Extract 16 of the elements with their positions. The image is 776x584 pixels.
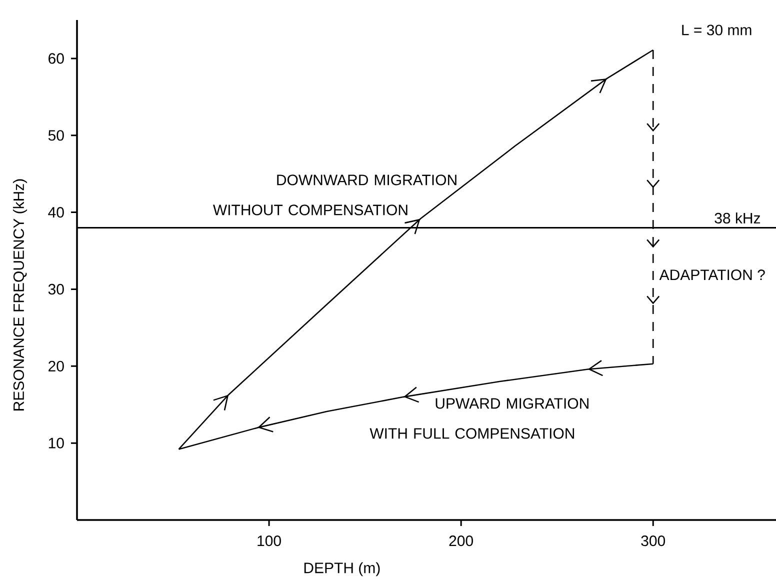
text: DOWNWARD MIGRATION WITHOUT COMPENSATION	[213, 174, 456, 216]
x-tick-label: 300	[641, 536, 666, 546]
series-label: ADAPTATION ?	[659, 270, 765, 280]
text: UPWARD MIGRATION WITH FULL COMPENSATION	[370, 398, 588, 439]
x-axis-title: DEPTH (m)	[304, 562, 380, 576]
y-tick-label: 60	[48, 53, 64, 64]
y-tick-label: 30	[48, 284, 64, 295]
y-tick-label: 20	[48, 360, 64, 372]
y-tick-label: 10	[48, 438, 64, 448]
y-axis-title: RESONANCE FREQUENCY (kHz)	[13, 179, 27, 410]
annotation: L = 30 mm	[682, 24, 752, 36]
x-tick-label: 200	[449, 536, 473, 546]
x-tick-label: 100	[258, 536, 281, 546]
y-tick-label: 50	[48, 130, 64, 141]
y-tick-label: 40	[48, 207, 64, 218]
ref-line-label: 38 kHz	[714, 212, 760, 224]
